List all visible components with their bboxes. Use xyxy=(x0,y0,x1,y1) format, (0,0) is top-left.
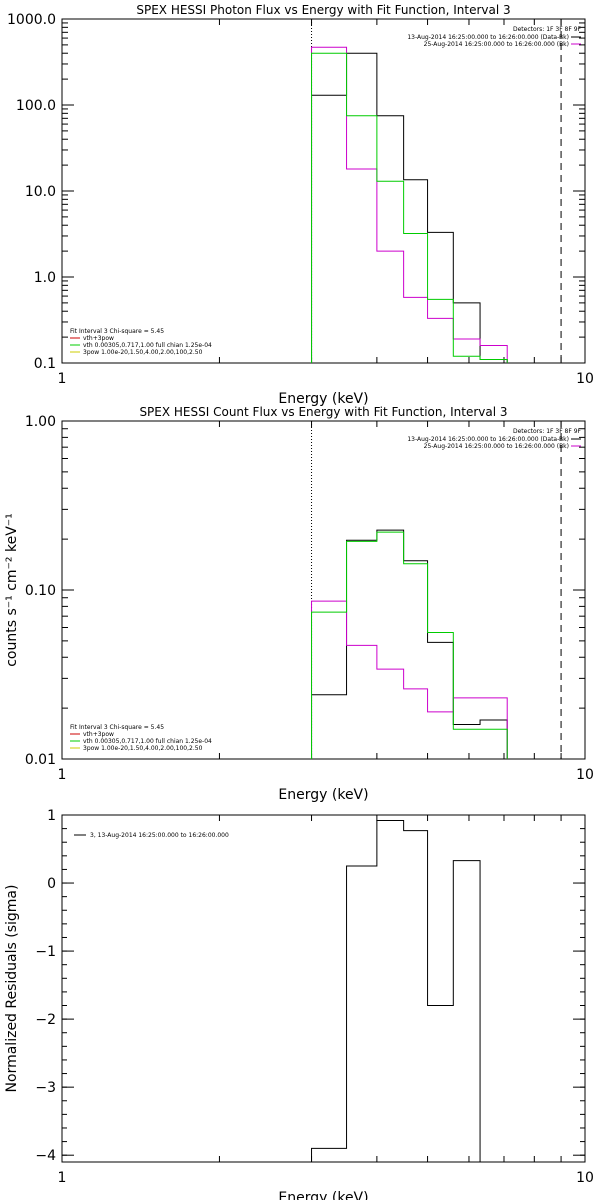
legend-entry: 25-Aug-2014 16:25:00.000 to 16:26:00.000… xyxy=(424,443,569,450)
x-tick-label: 1 xyxy=(58,1170,67,1186)
chart-title: SPEX HESSI Photon Flux vs Energy with Fi… xyxy=(136,3,510,17)
y-tick-label: 100.0 xyxy=(16,98,56,114)
legend-header: Detectors: 1F 3F 8F 9F xyxy=(513,428,582,435)
legend-entry: 25-Aug-2014 16:25:00.000 to 16:26:00.000… xyxy=(424,41,569,48)
y-tick-label: 1 xyxy=(47,808,56,824)
y-tick-label: 1000.0 xyxy=(7,12,56,28)
legend-entry: 13-Aug-2014 16:25:00.000 to 16:26:00.000… xyxy=(407,34,569,41)
chart-panel-0: 1 10 0.1 1.0 10.0 100.0 1000.0 SPEX HESSI Photo… xyxy=(7,3,594,407)
legend-entry: 3pow 1.00e-20,1.50,4.00,2.00,100,2.50 xyxy=(83,745,203,752)
legend-entry: vth+3pow xyxy=(83,731,114,738)
x-tick-label: 1 xyxy=(58,371,67,387)
x-tick-label: 10 xyxy=(576,1170,594,1186)
legend-entry: 3, 13-Aug-2014 16:25:00.000 to 16:26:00.… xyxy=(90,832,229,839)
x-tick-label: 10 xyxy=(576,371,594,387)
y-tick-label: 0.10 xyxy=(25,583,56,599)
plot-frame xyxy=(61,814,586,1163)
series-0-line xyxy=(311,529,508,759)
series-1-line xyxy=(311,600,508,759)
x-axis-label: Energy (keV) xyxy=(278,1190,368,1200)
y-tick-label: −1 xyxy=(35,944,56,960)
legend-entry: 13-Aug-2014 16:25:00.000 to 16:26:00.000… xyxy=(407,436,569,443)
plot-frame xyxy=(61,420,586,760)
chart-panel-1: 1 10 0.01 0.10 1.00 SPEX HESSI Count Flux vs … xyxy=(4,405,594,803)
y-tick-label: 0.01 xyxy=(25,752,56,768)
y-tick-label: 0.1 xyxy=(34,356,56,372)
chart-panel-2: 1 10 −4 −3 −2 −1 0 1 Energy (keV) Normalized Resi… xyxy=(4,808,594,1200)
y-axis-label: Normalized Residuals (sigma) xyxy=(4,885,20,1093)
x-axis-label: Energy (keV) xyxy=(278,787,368,803)
legend-entry: vth 0.00305,0.717,1.00 full chian 1.25e-… xyxy=(83,738,212,745)
series-0-line xyxy=(311,819,508,1163)
x-axis-label: Energy (keV) xyxy=(278,391,368,407)
legend-entry: vth+3pow xyxy=(83,335,114,342)
y-tick-label: −2 xyxy=(35,1012,56,1028)
legend-header: Fit Interval 3 Chi-square = 5.45 xyxy=(70,328,164,335)
legend-header: Detectors: 1F 3F 8F 9F xyxy=(513,26,582,33)
y-tick-label: −4 xyxy=(35,1148,56,1164)
legend-entry: 3pow 1.00e-20,1.50,4.00,2.00,100,2.50 xyxy=(83,349,203,356)
series-0-line xyxy=(311,52,508,363)
y-axis-label: counts s⁻¹ cm⁻² keV⁻¹ xyxy=(4,513,20,667)
series-2-line xyxy=(311,531,508,759)
x-tick-label: 1 xyxy=(58,767,67,783)
series-1-line xyxy=(311,46,508,363)
y-tick-label: 10.0 xyxy=(25,184,56,200)
y-tick-label: 1.0 xyxy=(34,270,56,286)
y-tick-label: 1.00 xyxy=(25,414,56,430)
x-tick-label: 10 xyxy=(576,767,594,783)
legend-header: Fit Interval 3 Chi-square = 5.45 xyxy=(70,724,164,731)
plot-frame xyxy=(61,18,586,364)
y-tick-label: −3 xyxy=(35,1080,56,1096)
y-tick-label: 0 xyxy=(47,876,56,892)
series-2-line xyxy=(311,52,508,363)
chart-title: SPEX HESSI Count Flux vs Energy with Fit… xyxy=(139,405,507,419)
legend-entry: vth 0.00305,0.717,1.00 full chian 1.25e-… xyxy=(83,342,212,349)
